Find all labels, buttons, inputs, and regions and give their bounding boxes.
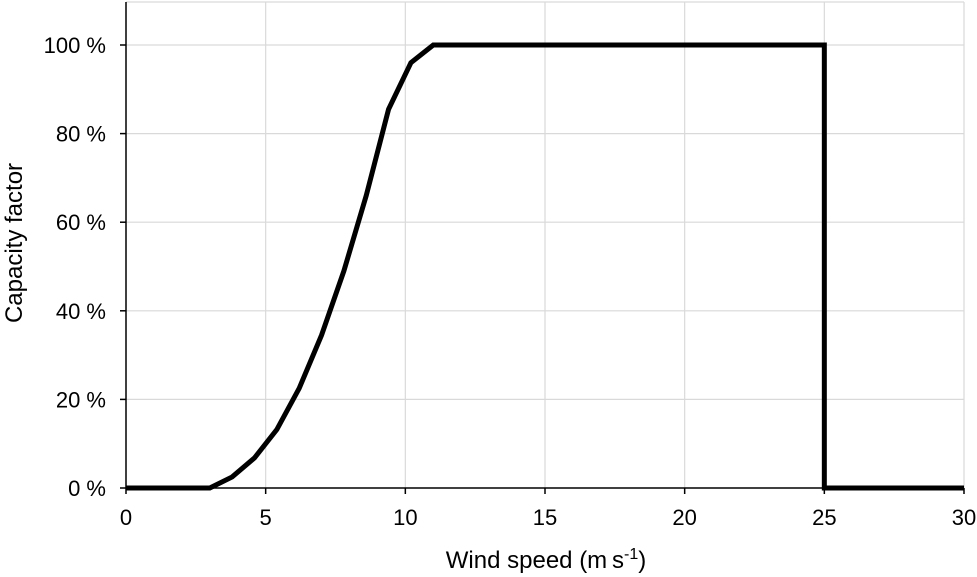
x-tick-label: 15 [533, 505, 557, 530]
x-tick-label: 30 [952, 505, 976, 530]
x-tick-label: 25 [812, 505, 836, 530]
power-curve-line [126, 42, 964, 491]
tick-labels: 0 5 10 15 20 25 30 0 % 20 % 40 % 60 % 80 % 100 % [44, 33, 977, 530]
y-tick-label: 100 % [44, 33, 106, 58]
x-tick-label: 20 [672, 505, 696, 530]
y-tick-label: 40 % [56, 299, 106, 324]
y-tick-label: 80 % [56, 122, 106, 147]
series-layer [126, 42, 964, 491]
y-tick-label: 60 % [56, 210, 106, 235]
x-axis-title-superscript: -1 [624, 546, 638, 563]
x-tick-label: 5 [260, 505, 272, 530]
y-axis-title: Capacity factor [1, 163, 28, 323]
y-tick-label: 0 % [68, 476, 106, 501]
x-tick-label: 10 [393, 505, 417, 530]
x-axis-title-close: ) [638, 547, 646, 574]
axes [120, 2, 965, 494]
x-axis-title: Wind speed (m s-1) [446, 546, 646, 574]
grid-lines [126, 1, 965, 488]
x-tick-label: 0 [120, 505, 132, 530]
y-tick-label: 20 % [56, 387, 106, 412]
x-axis-title-main: Wind speed (m s [446, 547, 624, 574]
